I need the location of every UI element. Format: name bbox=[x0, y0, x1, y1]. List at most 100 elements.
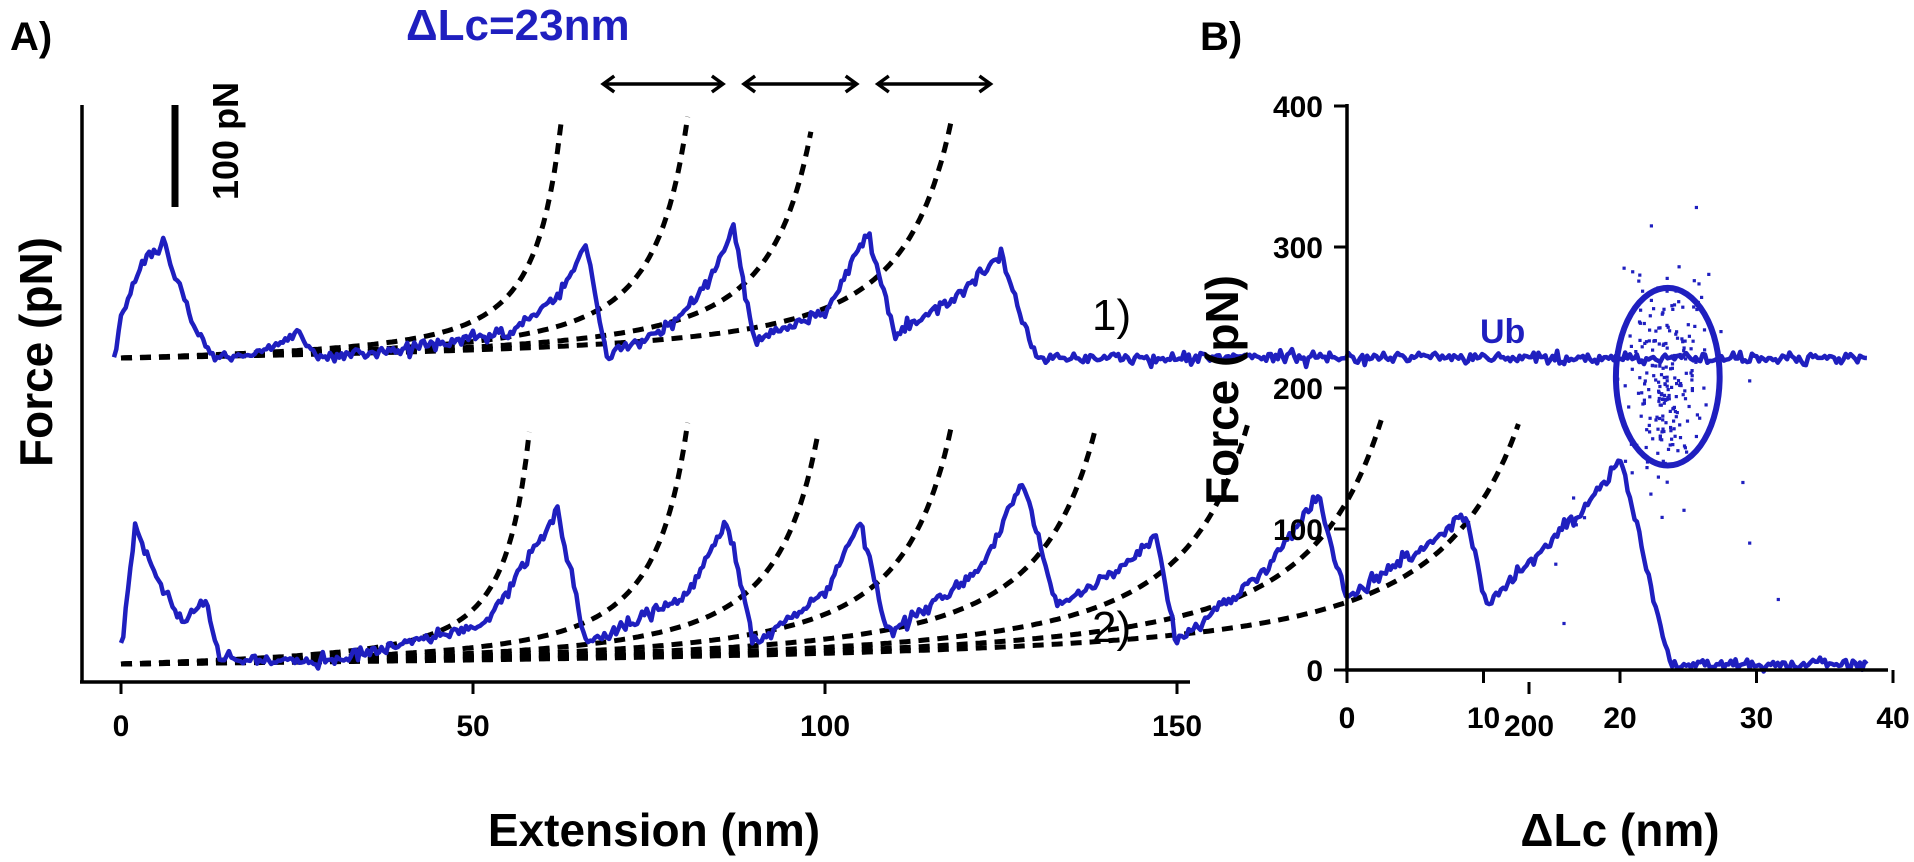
scatter-point bbox=[1693, 324, 1697, 328]
scatter-point bbox=[1672, 419, 1676, 423]
panel-a-x-tick-label: 150 bbox=[1152, 710, 1202, 743]
scatter-point bbox=[1666, 447, 1671, 451]
scatter-point bbox=[1639, 414, 1643, 418]
scatter-point bbox=[1681, 340, 1685, 344]
delta-lc-arrows bbox=[600, 74, 994, 94]
scatter-point-outlier bbox=[1748, 541, 1752, 545]
scatter-point bbox=[1678, 423, 1682, 427]
scatter-point bbox=[1638, 360, 1642, 365]
scatter-point bbox=[1678, 383, 1682, 387]
panel-a-x-tick-label: 100 bbox=[800, 710, 850, 743]
scatter-point bbox=[1660, 515, 1664, 519]
scatter-point bbox=[1660, 392, 1664, 396]
scatter-point bbox=[1683, 397, 1688, 401]
scatter-point bbox=[1689, 347, 1693, 351]
scatter-point bbox=[1690, 369, 1694, 373]
scatter-point bbox=[1648, 314, 1652, 318]
scatter-point bbox=[1654, 364, 1658, 368]
scatter-point bbox=[1653, 339, 1657, 343]
scatter-point bbox=[1640, 391, 1644, 395]
scatter-point bbox=[1700, 295, 1704, 299]
scatter-point bbox=[1658, 416, 1662, 421]
scatter-point bbox=[1656, 451, 1660, 455]
scatter-point bbox=[1677, 353, 1681, 357]
scatter-point bbox=[1651, 437, 1655, 441]
scatter-point bbox=[1628, 334, 1632, 338]
scatter-point-outlier bbox=[1622, 266, 1626, 270]
scatter-point bbox=[1662, 401, 1666, 405]
scatter-point bbox=[1673, 434, 1677, 438]
scatter-point bbox=[1639, 308, 1643, 312]
scatter-point bbox=[1638, 273, 1642, 277]
scatter-point bbox=[1702, 386, 1706, 390]
scatter-point bbox=[1656, 427, 1660, 431]
scatter-point bbox=[1640, 345, 1644, 349]
scatter-point bbox=[1694, 360, 1698, 364]
scatter-point-outlier bbox=[1719, 330, 1723, 334]
scatter-point bbox=[1647, 339, 1651, 343]
scatter-point bbox=[1672, 303, 1677, 307]
scatter-point bbox=[1660, 438, 1664, 442]
scatter-point bbox=[1645, 371, 1649, 375]
scatter-point bbox=[1657, 396, 1661, 401]
scatter-point bbox=[1643, 341, 1647, 345]
scatter-point-outlier bbox=[1748, 379, 1752, 383]
scatter-point bbox=[1630, 367, 1634, 371]
scatter-point bbox=[1666, 388, 1670, 392]
scatter-point bbox=[1689, 371, 1693, 375]
scatter-point bbox=[1657, 390, 1661, 394]
scatter-points bbox=[1554, 205, 1780, 626]
scatter-point bbox=[1664, 341, 1668, 346]
scatter-point bbox=[1686, 323, 1690, 327]
panel-a-x-ticks: 0 50 100 150 200 bbox=[113, 682, 1554, 743]
scatter-point bbox=[1631, 270, 1635, 274]
scatter-point bbox=[1645, 428, 1649, 432]
scatter-point bbox=[1669, 425, 1673, 430]
scatter-point bbox=[1661, 418, 1665, 422]
ub-label: Ub bbox=[1480, 313, 1525, 351]
force-trace-1 bbox=[111, 222, 1867, 370]
scatter-point-outlier bbox=[1574, 523, 1578, 527]
scatter-point bbox=[1682, 508, 1686, 512]
ub-cluster-ellipse bbox=[1612, 284, 1723, 469]
scatter-point bbox=[1665, 355, 1669, 359]
scatter-point bbox=[1690, 374, 1694, 378]
scatter-point bbox=[1657, 326, 1661, 330]
scatter-point bbox=[1703, 348, 1707, 352]
trace-label-2: 2) bbox=[1092, 603, 1131, 652]
panel-b-label: B) bbox=[1200, 15, 1242, 59]
scatter-point bbox=[1643, 382, 1647, 386]
scatter-point bbox=[1666, 396, 1670, 400]
scatter-point bbox=[1649, 492, 1653, 496]
scatter-point bbox=[1691, 339, 1695, 343]
scatter-point bbox=[1663, 382, 1667, 386]
wlc-fit-curve bbox=[120, 422, 691, 667]
scatter-point bbox=[1683, 446, 1687, 450]
wlc-fit-curve bbox=[120, 425, 1099, 667]
scatter-point bbox=[1661, 427, 1665, 431]
wlc-fit-curve bbox=[120, 116, 691, 361]
scatter-point bbox=[1665, 375, 1669, 379]
scatter-point bbox=[1675, 336, 1680, 340]
delta-lc-arrowhead bbox=[710, 74, 726, 94]
scatter-point-outlier bbox=[1562, 621, 1566, 626]
scatter-point bbox=[1670, 362, 1675, 366]
scatter-point bbox=[1642, 321, 1646, 326]
scatter-point bbox=[1674, 332, 1678, 336]
scatter-point bbox=[1664, 398, 1668, 402]
panel-b-y-tick-label: 200 bbox=[1273, 373, 1323, 406]
scatter-point bbox=[1627, 405, 1631, 409]
scale-bar-label: 100 pN bbox=[205, 82, 246, 200]
scatter-point bbox=[1657, 399, 1661, 403]
panel-a-x-tick-label: 0 bbox=[113, 710, 130, 743]
scatter-point bbox=[1654, 329, 1658, 333]
scatter-point bbox=[1670, 304, 1674, 308]
scatter-point bbox=[1665, 346, 1669, 350]
scatter-point bbox=[1669, 429, 1673, 433]
scatter-point bbox=[1644, 340, 1649, 344]
force-trace-2 bbox=[118, 458, 1869, 674]
scatter-point bbox=[1642, 398, 1646, 402]
scatter-point bbox=[1660, 430, 1664, 434]
scatter-point bbox=[1687, 334, 1691, 338]
